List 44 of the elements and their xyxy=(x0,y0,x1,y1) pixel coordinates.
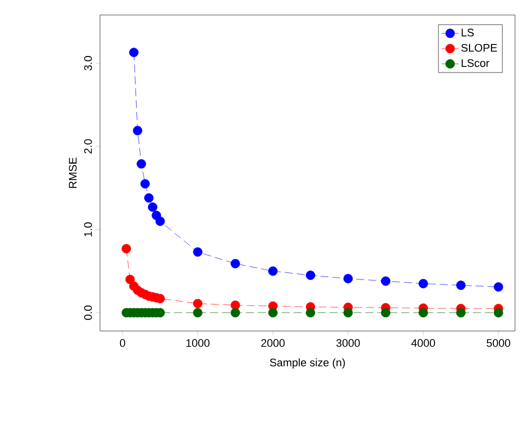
point xyxy=(494,308,504,318)
point xyxy=(129,48,139,58)
point xyxy=(193,308,202,318)
point xyxy=(136,159,146,169)
point xyxy=(125,274,135,284)
x-tick-label: 3000 xyxy=(336,339,360,347)
y-axis-title: RMSE xyxy=(68,158,77,188)
point xyxy=(140,179,150,188)
point xyxy=(381,308,390,318)
point xyxy=(230,258,240,268)
point xyxy=(132,126,142,136)
point xyxy=(456,280,466,290)
point xyxy=(494,282,504,292)
point xyxy=(343,308,353,318)
point xyxy=(230,300,240,310)
point xyxy=(418,278,428,288)
point xyxy=(122,244,131,254)
point xyxy=(148,202,158,212)
point xyxy=(343,274,353,284)
y-tick-label: 2.0 xyxy=(84,139,92,154)
y-tick-label: 3.0 xyxy=(84,56,92,70)
y-tick-label: 0.0 xyxy=(84,306,92,320)
point xyxy=(193,247,202,257)
point xyxy=(230,308,240,318)
point xyxy=(418,308,428,318)
point xyxy=(306,308,316,318)
point xyxy=(456,308,466,318)
point xyxy=(381,276,390,286)
point xyxy=(306,270,316,280)
x-tick-label: 4000 xyxy=(411,339,436,347)
point xyxy=(268,308,278,318)
x-axis-title: Sample size (n) xyxy=(270,358,345,369)
legend-label: SLOPE xyxy=(461,44,497,52)
point xyxy=(268,266,278,276)
x-tick-label: 1000 xyxy=(186,339,210,347)
legend-label: LScor xyxy=(462,59,490,67)
y-tick-label: 1.0 xyxy=(84,222,92,236)
legend-label: LS xyxy=(462,28,474,36)
x-tick-label: 5000 xyxy=(486,339,510,347)
x-tick-label: 0 xyxy=(120,339,126,347)
point xyxy=(155,216,165,226)
point xyxy=(144,193,154,203)
point xyxy=(193,298,202,308)
x-tick-label: 2000 xyxy=(261,339,285,347)
